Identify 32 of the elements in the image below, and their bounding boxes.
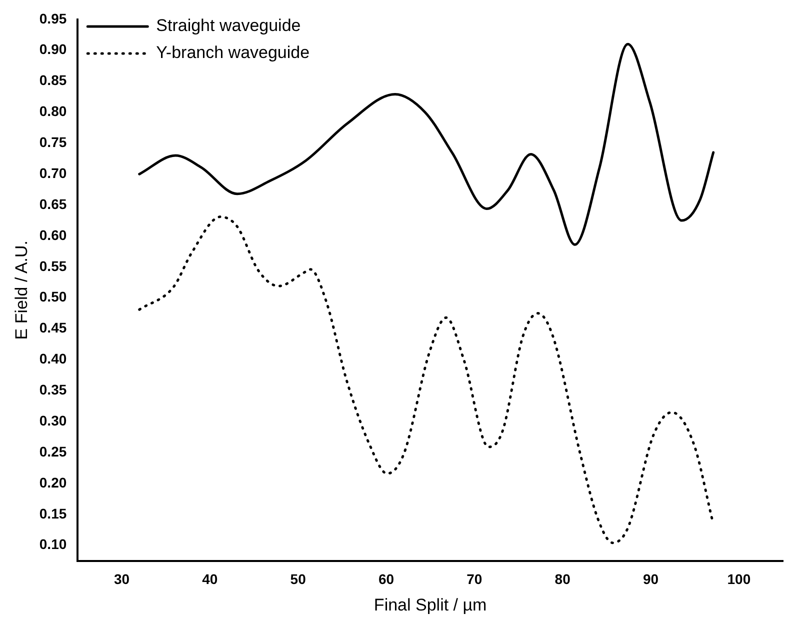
y-tick-label: 0.70 — [39, 164, 67, 181]
x-tick-label: 50 — [290, 571, 306, 588]
y-tick-label: 0.55 — [39, 258, 67, 274]
y-tick-label: 0.75 — [39, 134, 67, 150]
y-axis-title: E Field / A.U. — [12, 240, 31, 340]
y-tick-label: 0.65 — [39, 196, 67, 212]
x-tick-label: 70 — [466, 571, 482, 588]
x-tick-label: 100 — [727, 571, 751, 588]
y-tick-label: 0.30 — [39, 412, 67, 428]
y-tick-label: 0.50 — [39, 288, 67, 305]
y-tick-label: 0.25 — [39, 443, 67, 460]
x-axis-title: Final Split / µm — [374, 595, 487, 614]
x-tick-label: 60 — [378, 571, 394, 588]
x-tick-label: 40 — [202, 571, 218, 588]
y-tick-label: 0.90 — [39, 41, 67, 58]
y-tick-label: 0.80 — [39, 103, 67, 120]
x-tick-label: 90 — [642, 571, 659, 588]
x-tick-label: 80 — [554, 571, 571, 588]
y-tick-label: 0.95 — [39, 10, 67, 26]
y-tick-label: 0.85 — [39, 72, 67, 88]
x-tick-label: 30 — [114, 571, 130, 588]
legend-label: Straight waveguide — [156, 16, 301, 36]
y-tick-label: 0.10 — [39, 536, 67, 552]
line-series — [138, 216, 714, 544]
y-tick-label: 0.40 — [39, 350, 67, 367]
y-tick-label: 0.60 — [39, 226, 67, 243]
y-tick-label: 0.15 — [39, 505, 67, 522]
y-tick-label: 0.35 — [39, 382, 67, 398]
y-tick-label: 0.45 — [39, 320, 67, 336]
legend-label: Y-branch waveguide — [156, 43, 310, 62]
line-series — [138, 42, 715, 246]
y-tick-label: 0.20 — [39, 474, 67, 490]
